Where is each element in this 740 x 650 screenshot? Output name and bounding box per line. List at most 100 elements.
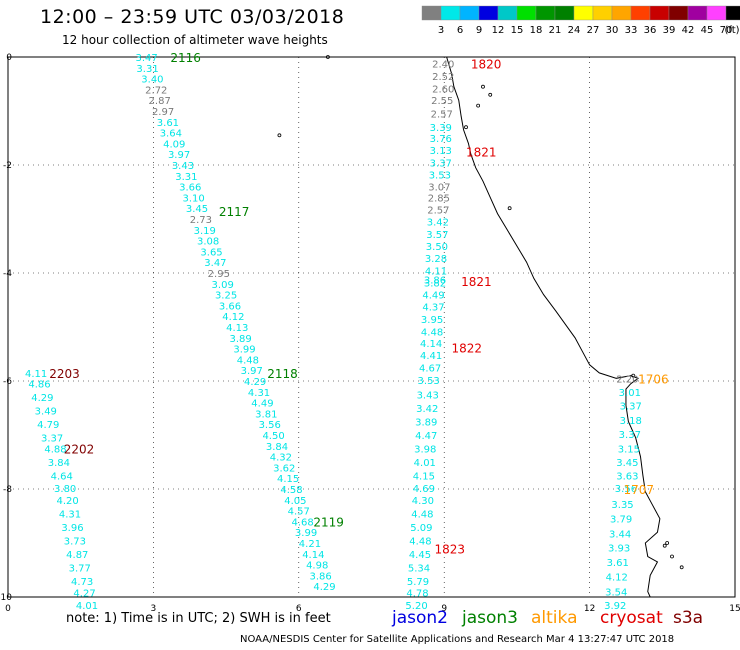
wave-height-value: 4.15 (277, 474, 299, 485)
wave-height-value: 3.53 (429, 171, 451, 182)
wave-height-value: 4.29 (31, 393, 53, 404)
wave-height-value: 3.56 (615, 484, 637, 495)
color-scale-bar: 3 6 9 12 15 18 21 24 27 30 33 36 39 42 45 70(ft) (421, 5, 740, 36)
wave-height-value: 4.67 (419, 364, 441, 375)
y-tick-label: -10 (0, 593, 12, 603)
wave-height-value: 3.25 (215, 291, 237, 302)
wave-height-value: 3.66 (179, 183, 201, 194)
legend-altika: altika (531, 608, 578, 628)
wave-height-value: 4.48 (409, 536, 431, 547)
wave-height-value: 4.49 (251, 399, 273, 410)
wave-height-value: 4.98 (306, 561, 328, 572)
wave-height-value: 2.85 (428, 193, 450, 204)
island-mark (631, 373, 636, 378)
wave-height-value: 4.58 (280, 485, 302, 496)
legend-cryosat: cryosat (600, 608, 663, 628)
wave-height-value: 3.28 (425, 254, 447, 265)
island-mark (670, 554, 674, 559)
x-tick-label: 6 (296, 604, 302, 614)
wave-height-value: 3.37 (41, 434, 63, 445)
island-mark (277, 133, 282, 138)
wave-height-value: 4.41 (420, 351, 442, 362)
scale-bin (725, 5, 740, 21)
wave-height-value: 4.48 (411, 509, 433, 520)
wave-height-value: 4.37 (422, 302, 444, 313)
pass-label: 2202 (64, 443, 95, 457)
wave-height-value: 2.20 (616, 374, 638, 385)
wave-height-value: 3.13 (430, 146, 452, 157)
wave-height-value: 4.27 (73, 589, 95, 600)
legend-jason2: jason2 (392, 608, 448, 628)
wave-height-value: 4.11 (25, 369, 47, 380)
wave-height-value: 4.09 (163, 139, 185, 150)
wave-height-value: 3.92 (604, 601, 626, 612)
wave-height-value: 4.68 (292, 517, 314, 528)
pass-label: 2118 (267, 367, 298, 381)
wave-height-value: 4.32 (270, 453, 292, 464)
wave-height-value: 3.50 (426, 242, 448, 253)
wave-height-value: 4.50 (262, 431, 284, 442)
wave-height-value: 4.31 (59, 509, 81, 520)
wave-height-value: 3.84 (266, 442, 288, 453)
wave-height-value: 3.40 (141, 75, 163, 86)
wave-height-value: 3.63 (616, 472, 638, 483)
page-title: 12:00 – 23:59 UTC 03/03/2018 (40, 6, 345, 28)
y-tick-label: 0 (6, 53, 12, 63)
wave-height-value: 3.49 (35, 407, 57, 418)
x-tick-label: 12 (584, 604, 595, 614)
wave-height-value: 5.20 (405, 601, 427, 612)
wave-height-value: 3.35 (611, 500, 633, 511)
wave-height-value: 4.86 (28, 380, 50, 391)
wave-height-value: 4.49 (422, 291, 444, 302)
wave-height-value: 3.37 (620, 401, 642, 412)
wave-height-value: 3.47 (135, 53, 157, 64)
y-tick-label: -8 (3, 485, 12, 495)
wave-height-value: 4.12 (606, 572, 628, 583)
coastline (446, 56, 661, 598)
wave-height-value: 3.99 (233, 345, 255, 356)
wave-height-value: 3.96 (61, 523, 83, 534)
x-tick-label: 3 (151, 604, 157, 614)
pass-label: 2117 (219, 205, 250, 219)
wave-height-value: 2.55 (431, 96, 453, 107)
wave-height-value: 4.15 (413, 472, 435, 483)
scale-label: 70 (720, 25, 733, 36)
wave-height-value: 3.66 (219, 301, 241, 312)
wave-height-value: 3.37 (430, 158, 452, 169)
wave-height-value: 4.01 (76, 601, 98, 612)
wave-height-value: 4.29 (313, 582, 335, 593)
wave-height-value: 3.89 (229, 334, 251, 345)
wave-height-value: 3.93 (608, 543, 630, 554)
wave-height-value: 4.69 (413, 484, 435, 495)
y-tick-label: -2 (3, 161, 12, 171)
wave-height-value: 3.31 (175, 172, 197, 183)
scale-label: 12 (492, 25, 505, 36)
wave-height-value: 3.64 (160, 129, 182, 140)
wave-height-value: 4.48 (421, 327, 443, 338)
island-mark (507, 206, 512, 211)
wave-height-value: 3.54 (605, 588, 627, 599)
wave-height-value: 3.44 (609, 529, 631, 540)
wave-height-value: 2.87 (149, 96, 171, 107)
wave-height-value: 3.61 (607, 558, 629, 569)
wave-height-value: 2.57 (427, 205, 449, 216)
scale-label: 6 (457, 25, 463, 36)
wave-height-value: 3.07 (428, 183, 450, 194)
pass-label: 1821 (461, 275, 492, 289)
x-tick-label: 15 (729, 604, 740, 614)
wave-height-value: 2.72 (145, 85, 167, 96)
wave-height-value: 2.95 (208, 269, 230, 280)
wave-height-value: 3.62 (273, 463, 295, 474)
scale-label: 27 (587, 25, 600, 36)
pass-label: 2119 (313, 515, 344, 529)
wave-height-value: 3.99 (295, 528, 317, 539)
wave-height-value: 3.15 (618, 445, 640, 456)
wave-height-value: 4.30 (412, 496, 434, 507)
wave-height-value: 4.01 (414, 458, 436, 469)
footer-note: note: 1) Time is in UTC; 2) SWH is in fe… (66, 611, 331, 626)
wave-height-value: 4.87 (66, 550, 88, 561)
island-mark (325, 55, 330, 59)
island-mark (481, 84, 485, 89)
wave-height-value: 4.13 (226, 323, 248, 334)
